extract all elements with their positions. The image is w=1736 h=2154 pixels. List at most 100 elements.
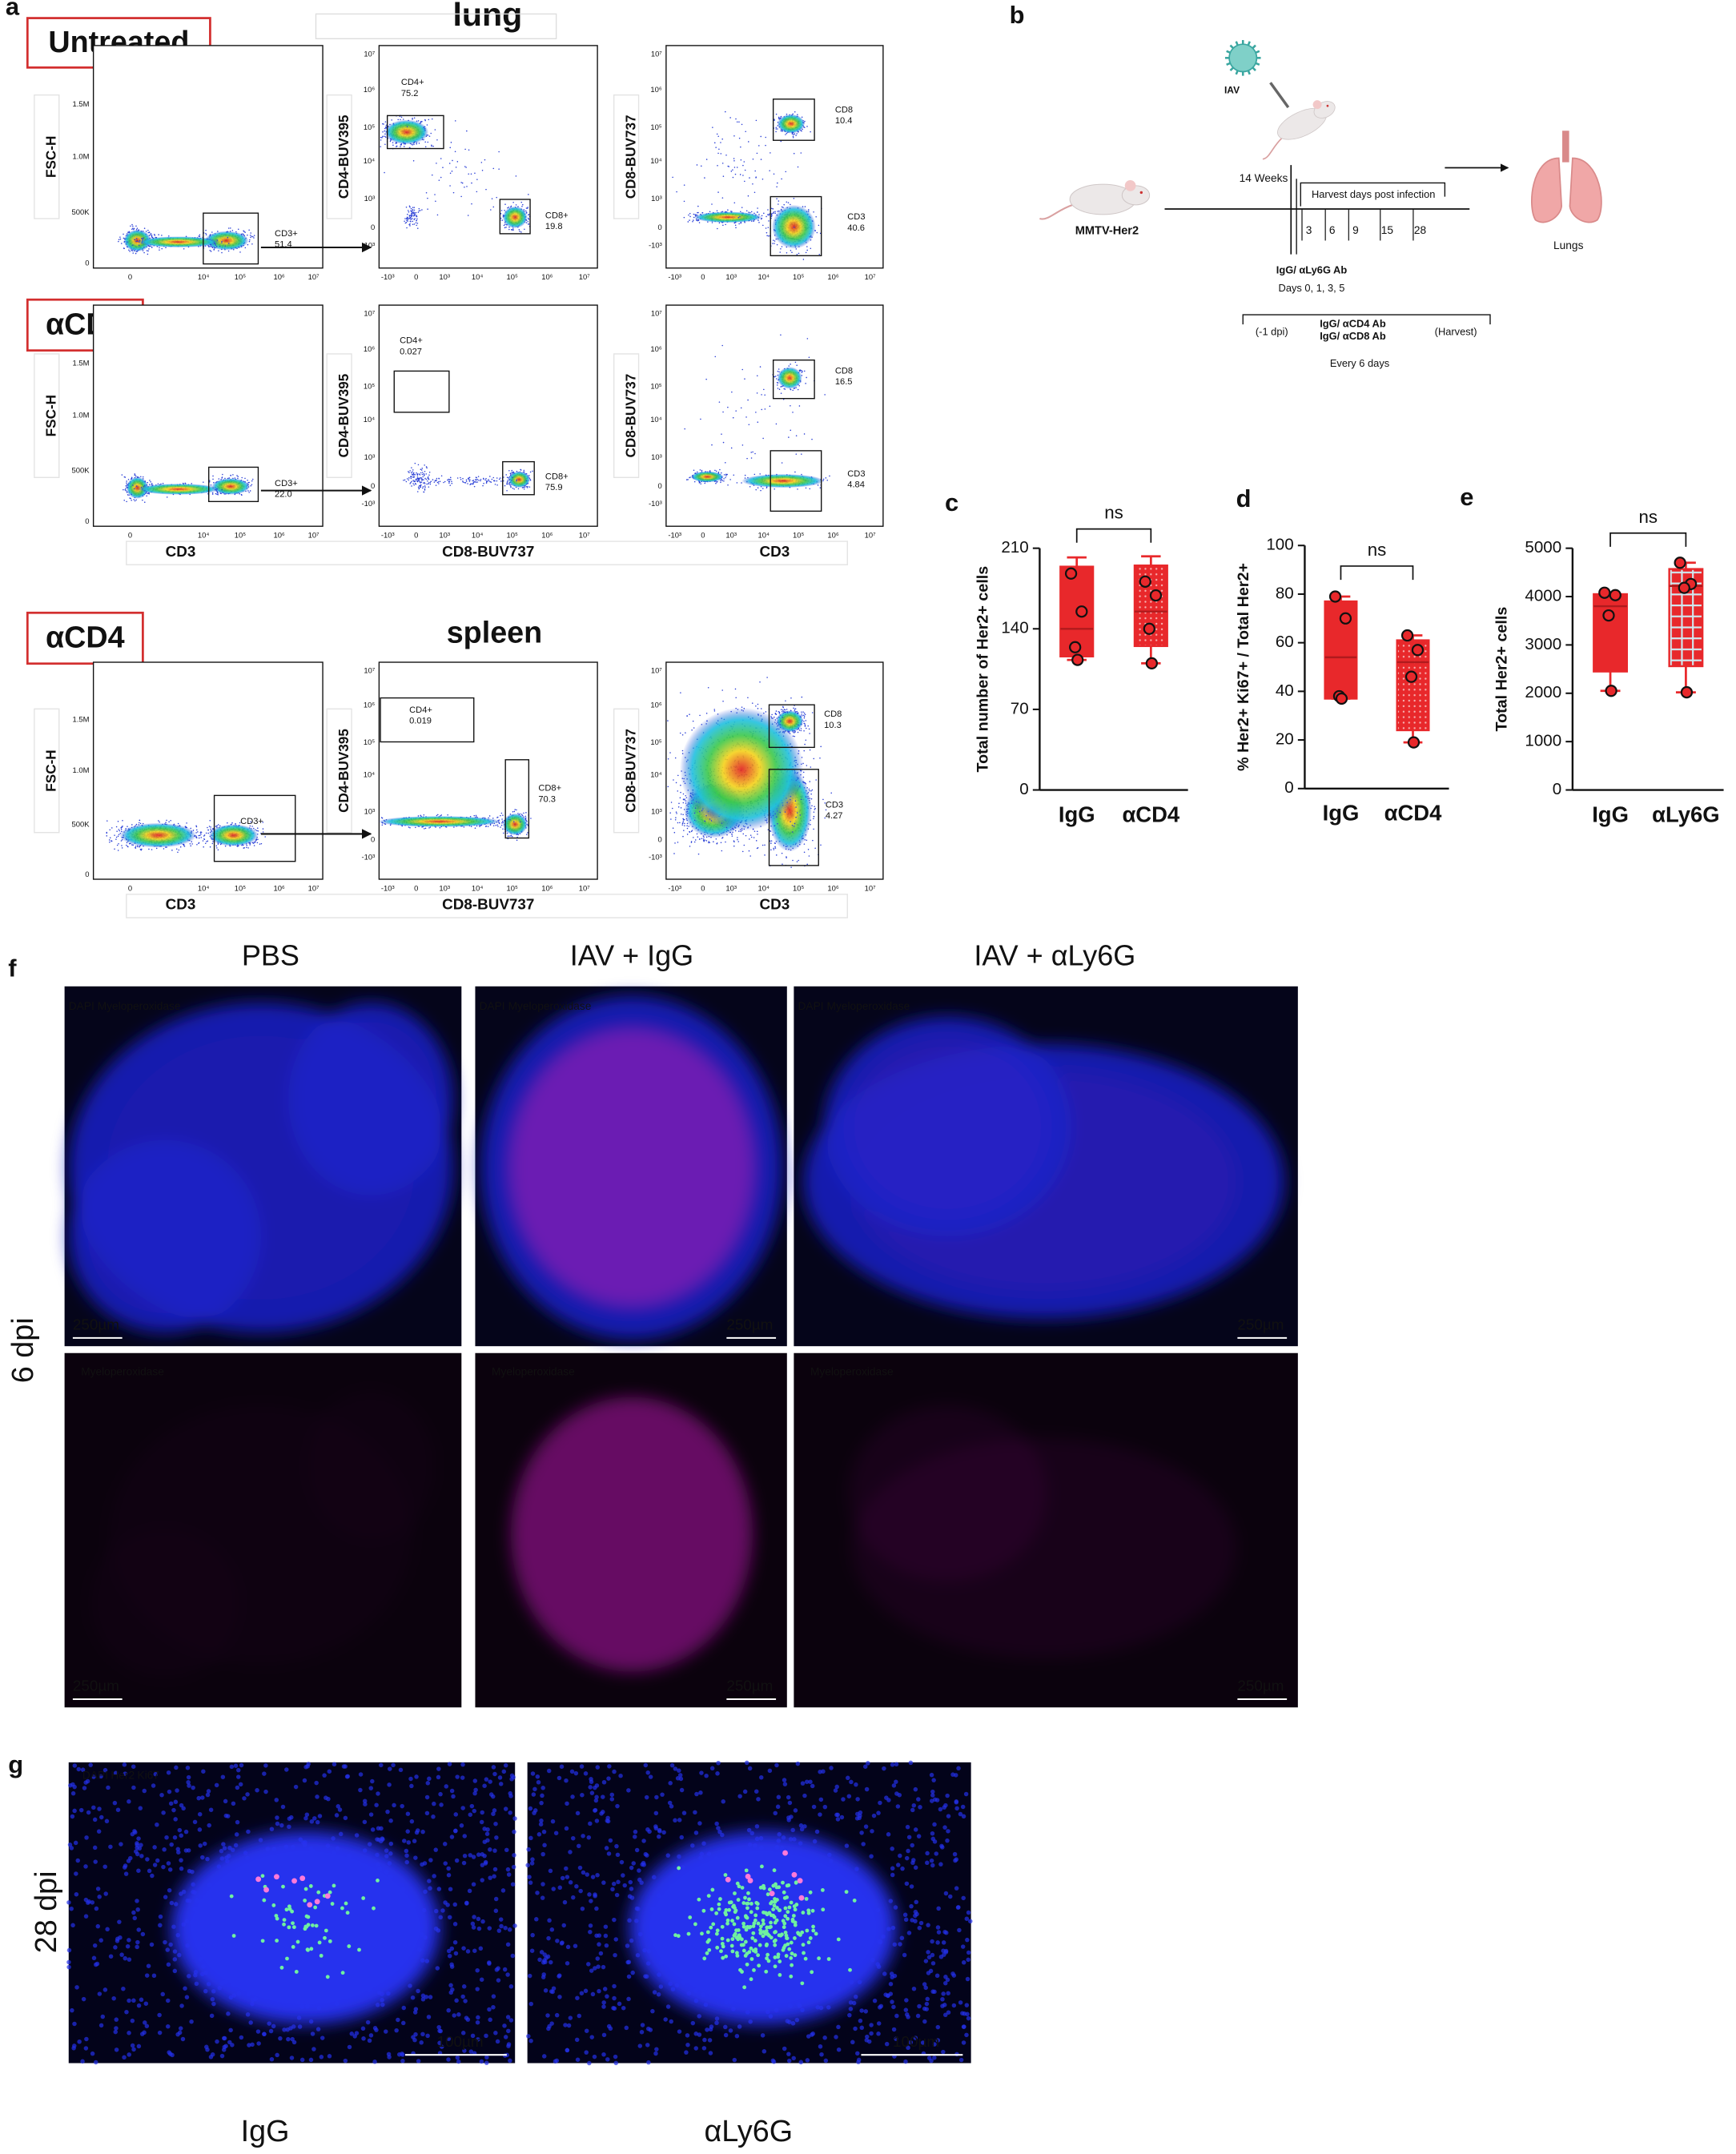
event-dot xyxy=(714,356,717,358)
x-tick-label: -10³ xyxy=(668,272,681,281)
event-dot xyxy=(811,438,813,440)
event-dot xyxy=(744,180,745,183)
event-dot xyxy=(716,133,718,135)
event-dot xyxy=(528,194,529,195)
event-dot xyxy=(212,475,214,477)
event-dot xyxy=(438,179,440,181)
event-dot xyxy=(117,850,119,851)
event-dot xyxy=(715,482,717,484)
event-dot xyxy=(801,369,802,372)
event-dot xyxy=(154,235,156,236)
event-dot xyxy=(768,220,770,222)
event-dot xyxy=(801,116,803,119)
event-dot xyxy=(250,236,251,239)
event-dot xyxy=(212,478,214,480)
event-dot xyxy=(734,224,737,227)
event-dot xyxy=(485,477,487,480)
y-tick-label: 0 xyxy=(85,259,89,267)
event-dot xyxy=(117,835,119,838)
event-dot xyxy=(132,252,134,254)
event-dot xyxy=(416,224,417,227)
x-tick-label: 10³ xyxy=(439,531,450,540)
event-dot xyxy=(776,198,778,199)
gate-percent: 0.027 xyxy=(400,347,422,356)
event-dot xyxy=(762,488,764,489)
y-tick-label: -10³ xyxy=(649,240,662,249)
event-dot xyxy=(488,479,489,480)
event-dot xyxy=(747,195,749,197)
event-dot xyxy=(414,462,416,464)
event-dot xyxy=(759,366,762,368)
event-dot xyxy=(121,847,123,849)
event-dot xyxy=(757,487,759,488)
event-dot xyxy=(419,484,420,487)
event-dot xyxy=(717,480,718,483)
event-dot xyxy=(133,228,135,231)
event-dot xyxy=(764,394,766,396)
event-dot xyxy=(416,143,417,145)
event-dot xyxy=(422,476,424,478)
event-dot xyxy=(748,424,750,426)
event-dot xyxy=(380,136,382,139)
event-dot xyxy=(500,480,502,482)
event-dot xyxy=(792,389,794,392)
event-dot xyxy=(717,165,718,167)
event-dot xyxy=(406,227,408,229)
event-dot xyxy=(738,137,741,139)
event-dot xyxy=(183,845,185,846)
event-dot xyxy=(427,141,429,143)
event-dot xyxy=(222,473,223,476)
event-dot xyxy=(186,822,187,824)
event-dot xyxy=(203,481,204,483)
event-dot xyxy=(440,475,443,477)
event-dot xyxy=(424,485,426,487)
event-dot xyxy=(425,466,428,468)
event-dot xyxy=(488,480,490,482)
event-dot xyxy=(692,221,693,223)
event-dot xyxy=(725,223,726,226)
event-dot xyxy=(803,127,806,128)
event-dot xyxy=(418,210,420,212)
event-dot xyxy=(151,484,152,485)
event-dot xyxy=(774,211,776,213)
event-dot xyxy=(718,401,721,403)
event-dot xyxy=(430,480,432,483)
event-dot xyxy=(413,207,416,208)
event-dot xyxy=(133,499,135,500)
event-dot xyxy=(775,423,778,425)
event-dot xyxy=(779,251,781,253)
event-dot xyxy=(408,218,410,219)
event-dot xyxy=(412,207,414,208)
event-dot xyxy=(696,164,698,166)
event-dot xyxy=(709,470,711,472)
event-dot xyxy=(774,212,776,215)
event-dot xyxy=(221,476,223,478)
event-dot xyxy=(767,227,770,228)
event-dot xyxy=(762,437,764,440)
event-dot xyxy=(227,236,229,239)
event-dot xyxy=(417,477,420,480)
event-dot xyxy=(123,247,125,249)
x-tick-label: 10⁷ xyxy=(865,531,876,540)
event-dot xyxy=(175,848,178,850)
event-dot xyxy=(520,468,521,471)
event-dot xyxy=(221,251,223,254)
event-dot xyxy=(485,482,488,484)
y-tick-label: 10⁴ xyxy=(364,415,376,424)
event-dot xyxy=(416,472,417,474)
event-dot xyxy=(145,231,147,232)
event-dot xyxy=(731,391,733,393)
event-dot xyxy=(163,848,165,850)
panel-label: f xyxy=(8,954,17,982)
event-dot xyxy=(168,235,170,237)
event-dot xyxy=(790,203,791,206)
density-core xyxy=(741,474,825,488)
event-dot xyxy=(470,173,472,175)
event-dot xyxy=(786,251,788,254)
event-dot xyxy=(396,146,397,147)
event-dot xyxy=(384,171,385,174)
event-dot xyxy=(721,344,723,347)
event-dot xyxy=(520,201,523,203)
event-dot xyxy=(806,376,807,379)
event-dot xyxy=(142,476,144,478)
